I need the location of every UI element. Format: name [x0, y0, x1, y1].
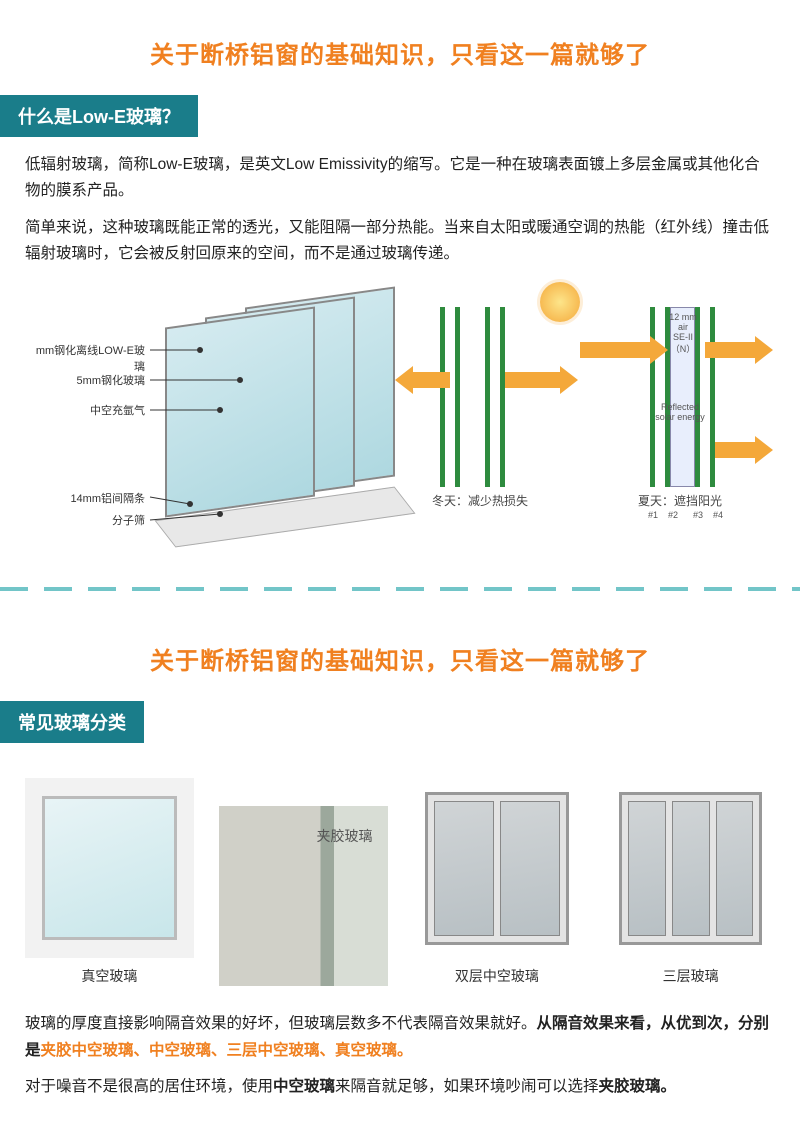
num-4: #4 — [713, 510, 723, 520]
paragraph-3: 玻璃的厚度直接影响隔音效果的好坏，但玻璃层数多不代表隔音效果就好。从隔音效果来看… — [25, 1011, 775, 1064]
section-divider — [0, 587, 800, 591]
sun-icon — [540, 282, 580, 322]
paragraph-2: 简单来说，这种玻璃既能正常的透光，又能阻隔一部分热能。当来自太阳或暖通空调的热能… — [25, 215, 775, 268]
layer-label-5: 分子筛 — [25, 512, 145, 528]
figure-heat-diagram: 12 mm air SE-II（N） Reflected solar energ… — [410, 282, 775, 552]
num-3: #3 — [693, 510, 703, 520]
main-title-1: 关于断桥铝窗的基础知识，只看这一篇就够了 — [25, 35, 775, 70]
glass-name-triple: 三层玻璃 — [606, 966, 775, 986]
box-label-top: 12 mm air — [668, 312, 698, 332]
paragraph-4: 对于噪音不是很高的居住环境，使用中空玻璃来隔音就足够，如果环境吵闹可以选择夹胶玻… — [25, 1074, 775, 1100]
glass-item-triple: 三层玻璃 — [606, 778, 775, 986]
glass-name-double: 双层中空玻璃 — [413, 966, 582, 986]
glass-item-vacuum: 真空玻璃 — [25, 778, 194, 986]
box-label-mid: SE-II（N） — [668, 332, 698, 355]
diagram-row: mm钢化离线LOW-E玻璃 5mm钢化玻璃 中空充氩气 14mm铝间隔条 分子筛 — [25, 282, 775, 552]
caption-summer: 夏天：遮挡阳光 — [620, 492, 740, 509]
glass-item-laminated: 夹胶玻璃 — [219, 806, 388, 986]
glass-name-laminated: 夹胶玻璃 — [317, 826, 373, 846]
paragraph-1: 低辐射玻璃，简称Low-E玻璃，是英文Low Emissivity的缩写。它是一… — [25, 152, 775, 205]
main-title-2: 关于断桥铝窗的基础知识，只看这一篇就够了 — [25, 641, 775, 676]
layer-label-3: 中空充氩气 — [25, 402, 145, 418]
layer-label-4: 14mm铝间隔条 — [25, 490, 145, 506]
glass-item-double: 双层中空玻璃 — [413, 778, 582, 986]
caption-winter: 冬天：减少热损失 — [420, 492, 540, 509]
num-2: #2 — [668, 510, 678, 520]
box-label-bot: Reflected solar energy — [650, 402, 710, 422]
section-1: 关于断桥铝窗的基础知识，只看这一篇就够了 什么是Low-E玻璃？ 低辐射玻璃，简… — [0, 0, 800, 572]
num-1: #1 — [648, 510, 658, 520]
layer-label-1: mm钢化离线LOW-E玻璃 — [25, 342, 145, 374]
glass-name-vacuum: 真空玻璃 — [25, 966, 194, 986]
layer-label-2: 5mm钢化玻璃 — [25, 372, 145, 388]
glass-type-gallery: 真空玻璃 夹胶玻璃 双层中空玻璃 三层玻璃 — [25, 778, 775, 986]
subtitle-1: 什么是Low-E玻璃？ — [0, 95, 198, 137]
section-2: 关于断桥铝窗的基础知识，只看这一篇就够了 常见玻璃分类 真空玻璃 夹胶玻璃 双层… — [0, 606, 800, 1130]
subtitle-2: 常见玻璃分类 — [0, 701, 144, 743]
figure-glass-layers: mm钢化离线LOW-E玻璃 5mm钢化玻璃 中空充氩气 14mm铝间隔条 分子筛 — [25, 282, 390, 552]
